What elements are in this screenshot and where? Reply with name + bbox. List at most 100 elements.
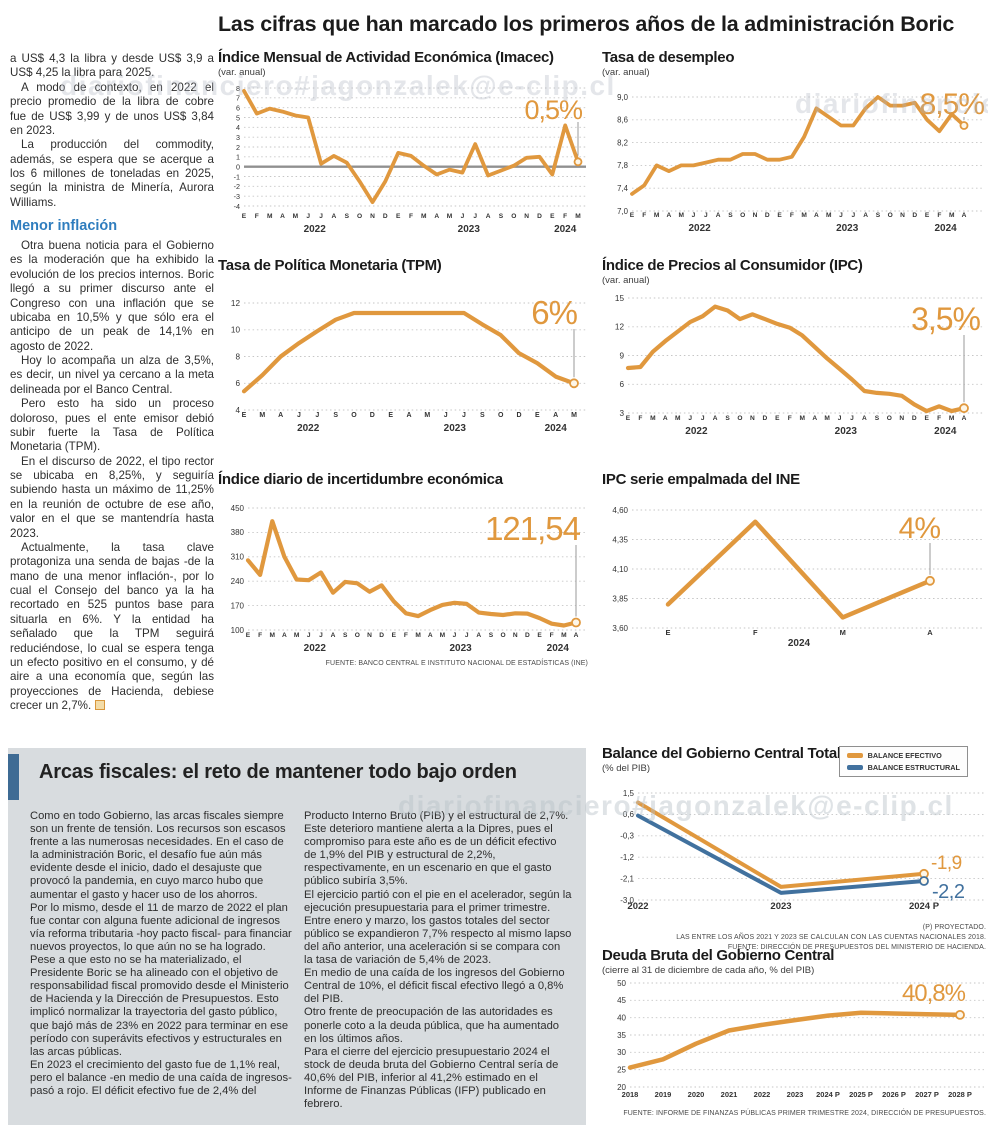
- svg-text:12: 12: [231, 299, 241, 308]
- svg-text:S: S: [333, 412, 338, 419]
- svg-text:4: 4: [236, 123, 240, 132]
- svg-text:8: 8: [236, 84, 240, 93]
- svg-text:A: A: [434, 213, 439, 220]
- chart-deuda: Deuda Bruta del Gobierno Central (cierre…: [602, 947, 986, 1119]
- paragraph: Producto Interno Bruto (PIB) y el estruc…: [304, 810, 569, 888]
- svg-text:50: 50: [617, 979, 626, 988]
- svg-text:J: J: [839, 212, 843, 219]
- svg-text:O: O: [501, 632, 506, 639]
- chart-source: FUENTE: INFORME DE FINANZAS PÚBLICAS PRI…: [623, 1110, 986, 1118]
- incertidumbre-plot: 450 380 310 240 170 100 E F M A M J J A S O N D E F M A M J J A S O…: [218, 496, 588, 659]
- svg-text:O: O: [888, 212, 893, 219]
- svg-text:2022: 2022: [688, 223, 711, 234]
- svg-text:M: M: [267, 213, 273, 220]
- chart-ipc: Índice de Precios al Consumidor (IPC) (v…: [602, 257, 986, 453]
- svg-text:A: A: [862, 415, 867, 422]
- svg-text:D: D: [383, 213, 388, 220]
- svg-text:E: E: [392, 632, 397, 639]
- svg-text:O: O: [355, 632, 360, 639]
- svg-text:J: J: [704, 212, 708, 219]
- svg-text:2022: 2022: [754, 1090, 771, 1099]
- paragraph: A modo de contexto, en 2022 el precio pr…: [10, 80, 214, 137]
- svg-text:2026 P: 2026 P: [882, 1090, 906, 1099]
- svg-text:A: A: [406, 412, 411, 419]
- svg-text:A: A: [553, 412, 558, 419]
- svg-text:D: D: [516, 412, 521, 419]
- deuda-plot: 50 45 40 35 30 25 20 2018 2019 2020 2021 2022 2023 20…: [602, 978, 986, 1109]
- paragraph: El ejercicio partió con el pie en el ace…: [304, 888, 572, 967]
- svg-text:M: M: [675, 415, 681, 422]
- svg-text:2024: 2024: [547, 643, 570, 654]
- svg-text:J: J: [319, 213, 323, 220]
- svg-text:A: A: [713, 415, 718, 422]
- svg-text:2023: 2023: [770, 901, 791, 912]
- svg-text:M: M: [447, 213, 453, 220]
- chart-source: FUENTE: BANCO CENTRAL E INSTITUTO NACION…: [325, 660, 588, 668]
- svg-text:J: J: [453, 632, 457, 639]
- svg-text:30: 30: [617, 1048, 626, 1057]
- svg-text:M: M: [440, 632, 446, 639]
- paragraph: En 2023 el crecimiento del gasto fue de …: [30, 1058, 292, 1097]
- svg-text:-2: -2: [234, 182, 240, 191]
- chart-ipc-empalmada: IPC serie empalmada del INE 4,60 4,35 4,10…: [602, 471, 986, 653]
- svg-text:A: A: [332, 213, 337, 220]
- svg-text:N: N: [370, 213, 375, 220]
- svg-text:O: O: [498, 412, 504, 419]
- svg-text:A: A: [814, 212, 819, 219]
- chart-title: Balance del Gobierno Central Total: [602, 745, 841, 762]
- svg-text:O: O: [511, 213, 516, 220]
- svg-text:2023: 2023: [787, 1090, 804, 1099]
- svg-text:E: E: [396, 213, 401, 220]
- svg-text:E: E: [630, 212, 635, 219]
- svg-text:1: 1: [236, 153, 240, 162]
- paragraph: La producción del commodity, además, se …: [10, 138, 214, 209]
- svg-text:2023: 2023: [449, 643, 472, 654]
- svg-text:A: A: [663, 415, 668, 422]
- chart-title: IPC serie empalmada del INE: [602, 471, 800, 488]
- svg-text:N: N: [513, 632, 518, 639]
- svg-text:D: D: [370, 412, 375, 419]
- svg-text:J: J: [297, 412, 301, 419]
- svg-text:E: E: [925, 212, 930, 219]
- svg-text:S: S: [489, 632, 494, 639]
- svg-text:E: E: [775, 415, 780, 422]
- fiscal-column-2: Producto Interno Bruto (PIB) y el estruc…: [304, 810, 572, 1111]
- svg-text:F: F: [937, 212, 941, 219]
- legend-item-efectivo: BALANCE EFECTIVO: [846, 751, 960, 760]
- infographic-headline: Las cifras que han marcado los primeros …: [218, 12, 955, 36]
- chart-imacec: Índice Mensual de Actividad Económica (I…: [218, 49, 588, 241]
- svg-text:J: J: [692, 212, 696, 219]
- tpm-plot: 12 10 8 6 4 E M A J J S O D E A M J J S O D E A M 2022 2023 2024 6%: [218, 286, 588, 451]
- chart-incertidumbre: Índice diario de incertidumbre económica…: [218, 471, 588, 669]
- svg-text:12: 12: [615, 323, 625, 332]
- left-article-column: a US$ 4,3 la libra y desde US$ 3,9 a US$…: [10, 52, 214, 713]
- legend-label: BALANCE EFECTIVO: [867, 751, 942, 760]
- svg-text:1,5: 1,5: [623, 789, 635, 798]
- svg-text:M: M: [561, 632, 567, 639]
- svg-text:O: O: [737, 415, 742, 422]
- svg-text:J: J: [306, 213, 310, 220]
- fiscal-panel: Arcas fiscales: el reto de mantener todo…: [8, 748, 586, 1125]
- svg-text:2023: 2023: [836, 223, 859, 234]
- paragraph: Por lo mismo, desde el 11 de marzo de 20…: [30, 901, 292, 953]
- svg-text:0,6: 0,6: [623, 810, 635, 819]
- svg-text:M: M: [415, 632, 421, 639]
- fiscal-column-1: Como en todo Gobierno, las arcas fiscale…: [30, 810, 292, 1098]
- svg-text:D: D: [912, 212, 917, 219]
- chart-title: Tasa de Política Monetaria (TPM): [218, 257, 442, 274]
- paragraph: Pero esto ha sido un proceso doloroso, p…: [10, 397, 214, 454]
- svg-text:S: S: [728, 212, 733, 219]
- svg-text:2024: 2024: [934, 223, 957, 234]
- svg-text:M: M: [824, 415, 830, 422]
- legend-swatch-estructural: [846, 765, 863, 770]
- svg-text:M: M: [949, 212, 955, 219]
- svg-text:F: F: [550, 632, 554, 639]
- ipc-empalmada-plot: 4,60 4,35 4,10 3,85 3,60 E F M A 2024 4%: [602, 498, 986, 653]
- svg-text:4,60: 4,60: [612, 506, 628, 515]
- svg-text:J: J: [851, 212, 855, 219]
- svg-text:F: F: [409, 213, 413, 220]
- svg-text:F: F: [258, 632, 262, 639]
- svg-text:35: 35: [617, 1031, 626, 1040]
- svg-text:7,8: 7,8: [617, 161, 628, 170]
- svg-text:D: D: [763, 415, 768, 422]
